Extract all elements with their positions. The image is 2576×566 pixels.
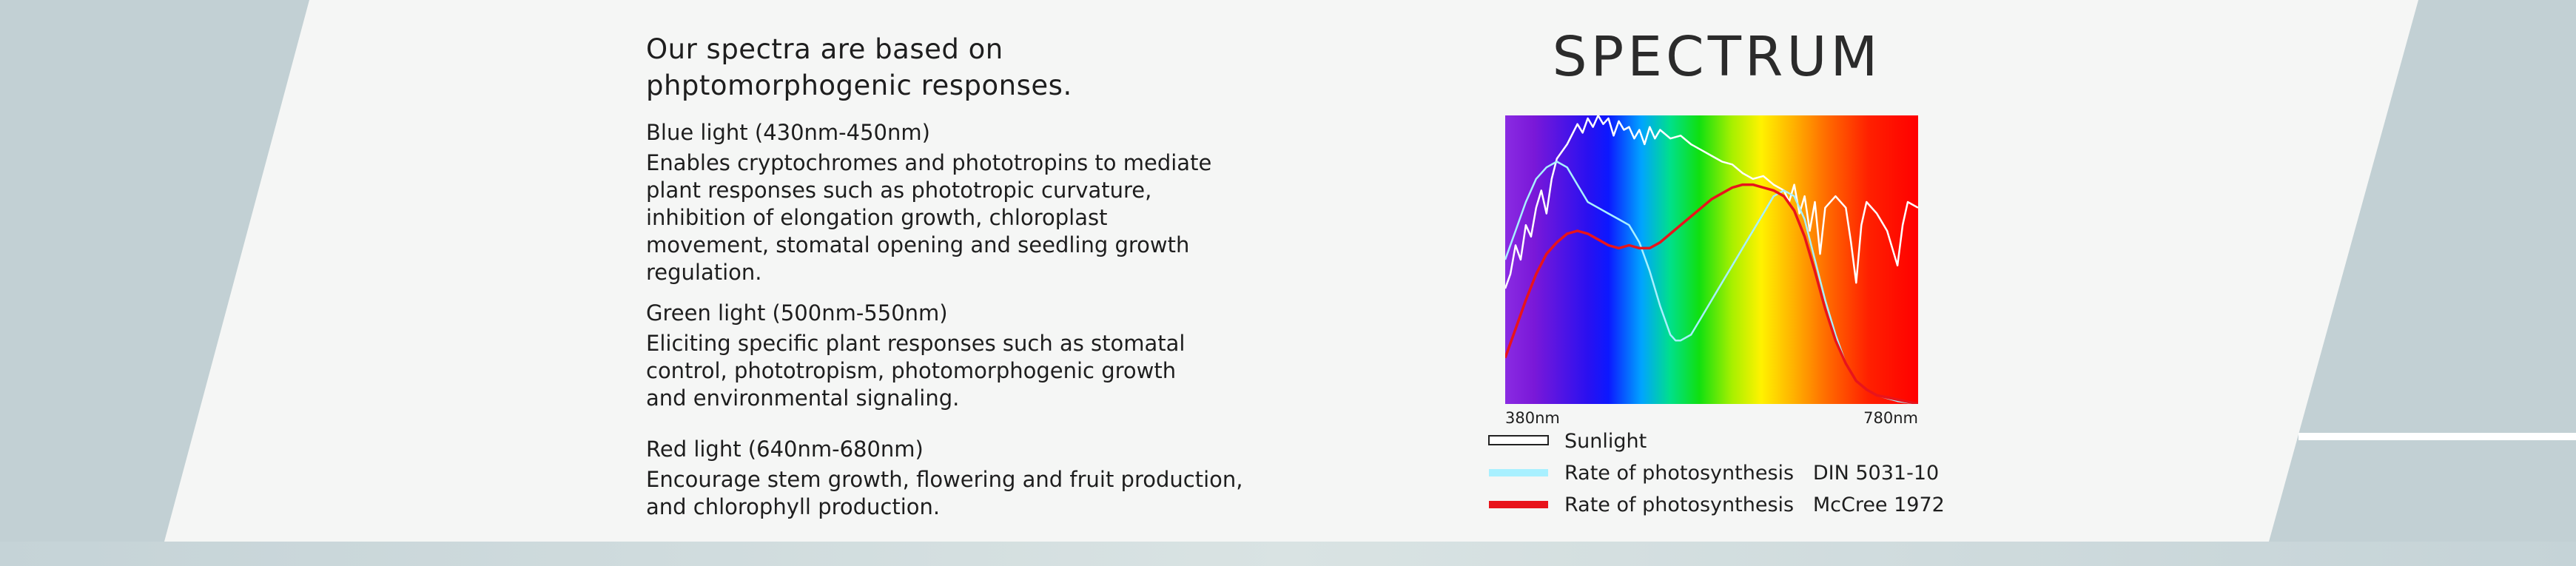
- legend-swatch-sunlight: [1488, 435, 1549, 445]
- legend-swatch-din: [1489, 469, 1548, 476]
- blue-light-title: Blue light (430nm-450nm): [646, 120, 930, 145]
- headline-line-1: Our spectra are based on: [646, 33, 1003, 65]
- green-line-2: control, phototropism, photomorphogenic …: [646, 358, 1177, 383]
- blue-line-4: movement, stomatal opening and seedling …: [646, 232, 1190, 257]
- green-line-3: and environmental signaling.: [646, 385, 960, 411]
- red-line-1: Encourage stem growth, flowering and fru…: [646, 467, 1243, 492]
- spectrum-gradient-area: [1505, 115, 1918, 404]
- legend-swatch-mccree: [1489, 501, 1548, 508]
- green-light-section: Green light (500nm-550nm) Eliciting spec…: [646, 299, 1185, 412]
- legend-label-sunlight: Sunlight: [1564, 430, 1647, 453]
- legend-item-mccree: Rate of photosynthesis McCree 1972: [1489, 493, 1945, 516]
- legend-label-din: Rate of photosynthesis DIN 5031-10: [1564, 462, 1939, 485]
- green-line-1: Eliciting specific plant responses such …: [646, 331, 1186, 356]
- green-light-body: Eliciting specific plant responses such …: [646, 330, 1185, 412]
- blue-line-5: regulation.: [646, 260, 762, 285]
- legend-label-mccree: Rate of photosynthesis McCree 1972: [1564, 493, 1945, 516]
- series-line-din: [1505, 161, 1918, 404]
- panel-shape: [164, 0, 2418, 542]
- headline-line-2: phptomorphogenic responses.: [646, 70, 1072, 101]
- blue-light-section: Blue light (430nm-450nm) Enables cryptoc…: [646, 118, 1211, 286]
- blue-light-body: Enables cryptochromes and phototropins t…: [646, 149, 1211, 286]
- x-tick-min: 380nm: [1505, 409, 1560, 427]
- x-tick-max: 780nm: [1863, 409, 1918, 427]
- red-light-title: Red light (640nm-680nm): [646, 437, 924, 462]
- series-layer: [1505, 115, 1918, 404]
- chart-title: SPECTRUM: [1552, 25, 1882, 89]
- blue-line-2: plant responses such as phototropic curv…: [646, 178, 1152, 203]
- spectrum-chart: 380nm 780nm Sunlight Rate of photosynthe…: [1488, 115, 1945, 516]
- legend: Sunlight Rate of photosynthesis DIN 5031…: [1488, 430, 1945, 516]
- series-line-sunlight: [1505, 115, 1918, 289]
- series-line-mccree: [1505, 183, 1918, 404]
- green-light-title: Green light (500nm-550nm): [646, 300, 948, 326]
- red-light-body: Encourage stem growth, flowering and fru…: [646, 466, 1243, 521]
- legend-item-sunlight: Sunlight: [1488, 430, 1647, 453]
- blue-line-1: Enables cryptochromes and phototropins t…: [646, 150, 1212, 175]
- blue-line-3: inhibition of elongation growth, chlorop…: [646, 205, 1108, 230]
- headline: Our spectra are based on phptomorphogeni…: [646, 31, 1253, 104]
- divider-line: [2298, 433, 2576, 440]
- red-light-section: Red light (640nm-680nm) Encourage stem g…: [646, 435, 1243, 521]
- legend-item-din: Rate of photosynthesis DIN 5031-10: [1489, 462, 1939, 485]
- description-column: Our spectra are based on phptomorphogeni…: [646, 31, 1253, 519]
- red-line-2: and chlorophyll production.: [646, 494, 941, 519]
